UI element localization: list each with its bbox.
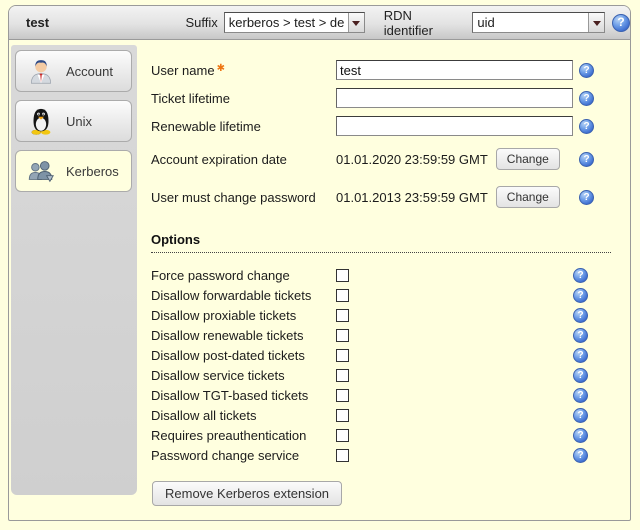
disallow-renewable-checkbox[interactable] bbox=[336, 328, 349, 342]
kerberos-form: User name✱ ? Ticket lifetime ? Renewable… bbox=[151, 40, 631, 506]
option-row-force-password-change: Force password change ? bbox=[151, 265, 631, 285]
field-row-user-name: User name✱ ? bbox=[151, 56, 631, 84]
option-row-disallow-forwardable: Disallow forwardable tickets ? bbox=[151, 285, 631, 305]
option-label: Requires preauthentication bbox=[151, 427, 307, 443]
option-row-disallow-all-tickets: Disallow all tickets ? bbox=[151, 405, 631, 425]
field-label: Account expiration date bbox=[151, 151, 287, 167]
disallow-postdated-checkbox[interactable] bbox=[336, 348, 349, 362]
tab-label: Unix bbox=[66, 113, 93, 129]
chevron-down-icon bbox=[347, 13, 364, 32]
disallow-service-checkbox[interactable] bbox=[336, 368, 349, 382]
people-group-icon bbox=[25, 155, 57, 187]
user-avatar-icon bbox=[25, 55, 57, 87]
help-icon[interactable]: ? bbox=[579, 62, 594, 78]
field-row-account-expiration: Account expiration date 01.01.2020 23:59… bbox=[151, 140, 631, 178]
rdn-select-value: uid bbox=[477, 15, 495, 30]
option-label: Disallow post-dated tickets bbox=[151, 347, 305, 363]
option-row-disallow-service: Disallow service tickets ? bbox=[151, 365, 631, 385]
option-label: Password change service bbox=[151, 447, 300, 463]
field-label: Renewable lifetime bbox=[151, 118, 261, 134]
disallow-tgt-based-checkbox[interactable] bbox=[336, 388, 349, 402]
rdn-identifier-select[interactable]: uid bbox=[472, 12, 605, 33]
option-label: Force password change bbox=[151, 267, 290, 283]
help-icon[interactable]: ? bbox=[579, 151, 594, 167]
module-tab-sidebar: Account Unix bbox=[11, 45, 137, 495]
option-label: Disallow forwardable tickets bbox=[151, 287, 312, 303]
expiration-date-value: 01.01.2020 23:59:59 GMT bbox=[336, 151, 488, 167]
rdn-identifier-label: RDN identifier bbox=[383, 7, 433, 38]
option-label: Disallow all tickets bbox=[151, 407, 257, 423]
option-label: Disallow service tickets bbox=[151, 367, 285, 383]
tux-penguin-icon bbox=[25, 105, 57, 137]
help-icon[interactable]: ? bbox=[573, 427, 588, 443]
field-label: User must change password bbox=[151, 189, 316, 205]
field-label: Ticket lifetime bbox=[151, 90, 230, 106]
tab-account[interactable]: Account bbox=[15, 50, 132, 92]
help-icon[interactable]: ? bbox=[573, 267, 588, 283]
field-label: User name ✱ bbox=[151, 62, 225, 78]
tab-kerberos[interactable]: Kerberos bbox=[15, 150, 132, 192]
account-title: test bbox=[26, 15, 50, 30]
help-icon[interactable]: ? bbox=[573, 447, 588, 463]
disallow-forwardable-checkbox[interactable] bbox=[336, 288, 349, 302]
field-row-renewable-lifetime: Renewable lifetime ? bbox=[151, 112, 631, 140]
help-icon[interactable]: ? bbox=[573, 387, 588, 403]
help-icon[interactable]: ? bbox=[579, 189, 594, 205]
required-marker: ✱ bbox=[216, 62, 225, 74]
help-icon[interactable]: ? bbox=[573, 327, 588, 343]
force-password-change-checkbox[interactable] bbox=[336, 268, 349, 282]
suffix-select-value: kerberos > test > de bbox=[228, 15, 345, 30]
option-row-disallow-postdated: Disallow post-dated tickets ? bbox=[151, 345, 631, 365]
disallow-proxiable-checkbox[interactable] bbox=[336, 308, 349, 322]
disallow-all-tickets-checkbox[interactable] bbox=[336, 408, 349, 422]
option-label: Disallow renewable tickets bbox=[151, 327, 304, 343]
change-password-date-button[interactable]: Change bbox=[495, 186, 560, 208]
option-row-requires-preauth: Requires preauthentication ? bbox=[151, 425, 631, 445]
remove-kerberos-extension-button[interactable]: Remove Kerberos extension bbox=[152, 481, 343, 506]
help-icon[interactable]: ? bbox=[579, 118, 594, 134]
password-change-service-checkbox[interactable] bbox=[336, 448, 349, 462]
ticket-lifetime-input[interactable] bbox=[336, 88, 573, 108]
option-row-disallow-renewable: Disallow renewable tickets ? bbox=[151, 325, 631, 345]
option-label: Disallow proxiable tickets bbox=[151, 307, 297, 323]
change-expiration-button[interactable]: Change bbox=[495, 148, 560, 170]
suffix-select[interactable]: kerberos > test > de bbox=[223, 12, 365, 33]
user-name-input[interactable] bbox=[336, 60, 573, 80]
options-list: Force password change ? Disallow forward… bbox=[151, 265, 631, 465]
option-row-password-change-service: Password change service ? bbox=[151, 445, 631, 465]
option-label: Disallow TGT-based tickets bbox=[151, 387, 309, 403]
password-change-date-value: 01.01.2013 23:59:59 GMT bbox=[336, 189, 488, 205]
help-icon[interactable]: ? bbox=[573, 407, 588, 423]
option-row-disallow-proxiable: Disallow proxiable tickets ? bbox=[151, 305, 631, 325]
options-heading: Options bbox=[151, 232, 611, 253]
help-icon[interactable]: ? bbox=[573, 287, 588, 303]
help-icon[interactable]: ? bbox=[573, 347, 588, 363]
help-icon[interactable]: ? bbox=[573, 307, 588, 323]
help-icon[interactable]: ? bbox=[579, 90, 594, 106]
suffix-label: Suffix bbox=[185, 15, 218, 30]
tab-unix[interactable]: Unix bbox=[15, 100, 132, 142]
tab-label: Account bbox=[66, 63, 113, 79]
option-row-disallow-tgt-based: Disallow TGT-based tickets ? bbox=[151, 385, 631, 405]
content-area: Account Unix bbox=[9, 40, 630, 520]
tab-label: Kerberos bbox=[66, 163, 119, 179]
chevron-down-icon bbox=[588, 13, 604, 32]
renewable-lifetime-input[interactable] bbox=[336, 116, 573, 136]
requires-preauth-checkbox[interactable] bbox=[336, 428, 349, 442]
help-icon[interactable]: ? bbox=[573, 367, 588, 383]
field-row-password-change-date: User must change password 01.01.2013 23:… bbox=[151, 178, 631, 216]
field-row-ticket-lifetime: Ticket lifetime ? bbox=[151, 84, 631, 112]
account-editor-window: test Suffix kerberos > test > de RDN ide… bbox=[8, 5, 631, 521]
help-icon[interactable]: ? bbox=[612, 13, 630, 32]
titlebar: test Suffix kerberos > test > de RDN ide… bbox=[9, 6, 630, 40]
